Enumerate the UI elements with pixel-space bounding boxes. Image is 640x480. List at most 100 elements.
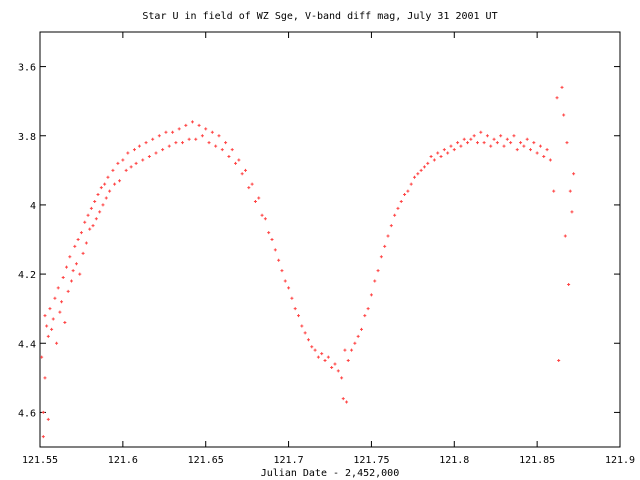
data-point xyxy=(479,130,483,134)
data-point xyxy=(56,286,60,290)
data-point xyxy=(45,324,49,328)
data-point xyxy=(98,210,102,214)
x-tick-label: 121.65 xyxy=(188,455,224,466)
data-point xyxy=(257,196,261,200)
data-point xyxy=(519,141,523,145)
data-point xyxy=(532,141,536,145)
data-point xyxy=(134,161,138,165)
data-point xyxy=(243,168,247,172)
data-point xyxy=(396,206,400,210)
data-point xyxy=(200,134,204,138)
data-point xyxy=(137,144,141,148)
data-point xyxy=(283,279,287,283)
data-point xyxy=(43,376,47,380)
data-point xyxy=(263,217,267,221)
data-point xyxy=(147,155,151,158)
data-point xyxy=(234,161,238,165)
data-point xyxy=(214,144,218,148)
data-point xyxy=(61,276,65,280)
data-point xyxy=(452,148,456,152)
data-point xyxy=(330,365,334,369)
data-point xyxy=(253,199,257,203)
data-point xyxy=(535,151,539,155)
data-point xyxy=(277,258,281,262)
data-point xyxy=(366,307,370,311)
data-point xyxy=(129,165,133,169)
data-point xyxy=(190,120,194,124)
data-point xyxy=(94,217,98,221)
data-point xyxy=(43,314,47,318)
data-point xyxy=(432,158,436,162)
data-point xyxy=(350,348,354,352)
data-point xyxy=(124,168,128,172)
data-point xyxy=(509,141,513,145)
data-point xyxy=(538,144,542,148)
data-point xyxy=(171,130,175,134)
data-point xyxy=(353,341,357,345)
data-point xyxy=(462,137,466,141)
data-point xyxy=(389,224,393,228)
data-point xyxy=(512,134,516,138)
data-point xyxy=(217,134,221,138)
data-point xyxy=(442,148,446,152)
data-point xyxy=(118,179,122,183)
data-points xyxy=(40,85,576,439)
y-tick-label: 4.6 xyxy=(18,408,36,419)
data-point xyxy=(63,321,67,324)
data-point xyxy=(469,137,473,141)
data-point xyxy=(76,238,80,241)
data-point xyxy=(403,193,407,197)
data-point xyxy=(83,220,87,224)
data-point xyxy=(525,137,529,141)
data-point xyxy=(88,227,92,231)
data-point xyxy=(89,206,93,210)
data-point xyxy=(345,400,349,404)
data-point xyxy=(570,210,574,214)
data-point xyxy=(187,137,191,141)
data-point xyxy=(151,137,155,141)
data-point xyxy=(413,175,417,179)
data-point xyxy=(81,251,85,255)
data-point xyxy=(58,310,62,314)
data-point xyxy=(181,141,185,145)
data-point xyxy=(273,248,277,252)
data-point xyxy=(399,199,403,203)
data-point xyxy=(69,279,73,283)
data-point xyxy=(99,186,103,190)
data-point xyxy=(48,307,52,311)
data-point xyxy=(373,279,377,283)
data-point xyxy=(73,244,77,248)
data-point xyxy=(116,161,120,165)
data-point xyxy=(333,362,337,366)
data-point xyxy=(560,85,564,89)
data-point xyxy=(316,355,320,359)
data-point xyxy=(220,148,224,152)
data-point xyxy=(111,168,115,172)
data-point xyxy=(71,269,75,273)
data-point xyxy=(227,155,231,158)
data-point xyxy=(505,137,509,141)
data-point xyxy=(369,293,373,297)
data-point xyxy=(297,314,301,318)
y-tick-label: 3.6 xyxy=(18,63,36,74)
data-point xyxy=(194,137,198,141)
data-point xyxy=(340,376,344,380)
data-point xyxy=(79,231,83,235)
data-point xyxy=(46,417,50,421)
data-point xyxy=(46,334,50,338)
data-point xyxy=(542,155,546,158)
data-point xyxy=(383,244,387,248)
plot-frame xyxy=(39,31,621,448)
data-point xyxy=(310,345,314,349)
data-point xyxy=(74,262,78,266)
data-point xyxy=(260,213,264,217)
data-point xyxy=(250,182,254,186)
data-point xyxy=(393,213,397,217)
data-point xyxy=(96,193,100,197)
data-point xyxy=(132,148,136,152)
data-point xyxy=(552,189,556,193)
data-point xyxy=(287,286,291,290)
data-point xyxy=(141,158,145,162)
data-point xyxy=(341,397,345,401)
y-tick-label: 4.4 xyxy=(18,339,36,350)
